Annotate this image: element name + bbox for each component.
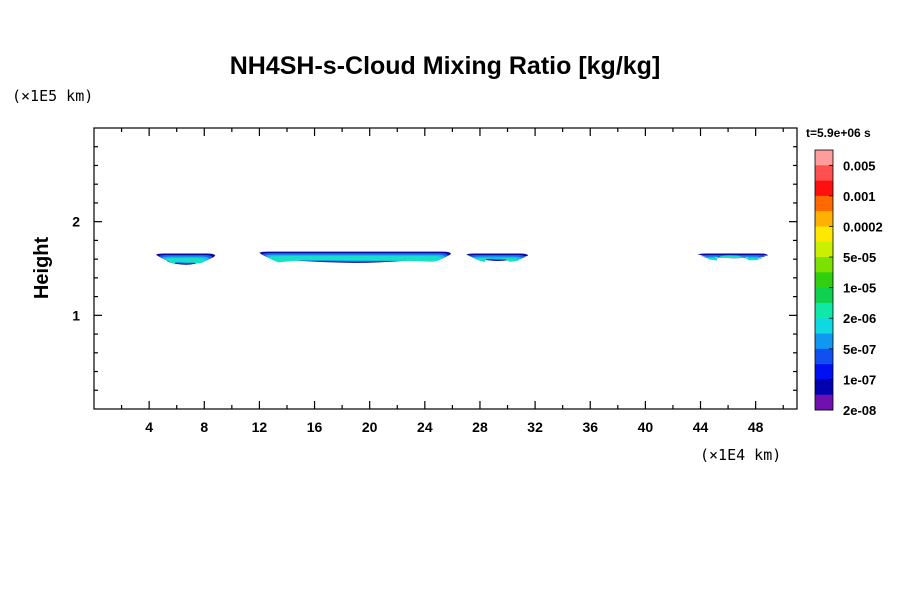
y-tick-label: 2 bbox=[72, 214, 80, 230]
colorbar-cell bbox=[815, 195, 833, 212]
cloud-layers bbox=[156, 251, 769, 265]
colorbar-label: 5e-07 bbox=[843, 342, 876, 357]
colorbar: 0.005 0.001 0.0002 5e-05 1e-05 2e-06 5e-07 1e-0… bbox=[814, 149, 883, 418]
colorbar-label: 0.001 bbox=[843, 189, 876, 204]
cloud-layer-2 bbox=[259, 251, 452, 263]
colorbar-cell bbox=[815, 257, 833, 273]
time-label: t=5.9e+06 s bbox=[806, 126, 871, 140]
plot-area: 4 8 12 16 20 24 28 32 36 40 44 48 12 bbox=[72, 127, 798, 435]
colorbar-label: 1e-07 bbox=[843, 372, 876, 387]
colorbar-cell bbox=[815, 241, 833, 258]
colorbar-cell bbox=[815, 272, 833, 288]
x-tick-label: 20 bbox=[362, 419, 378, 435]
y-axis-label: Height bbox=[31, 237, 53, 300]
x-tick-label: 32 bbox=[527, 419, 543, 435]
cloud-core bbox=[475, 258, 520, 263]
colorbar-cell bbox=[815, 333, 833, 350]
x-tick-label: 12 bbox=[252, 419, 268, 435]
plot-frame bbox=[93, 127, 798, 410]
chart-title: NH4SH-s-Cloud Mixing Ratio [kg/kg] bbox=[230, 52, 661, 80]
colorbar-cell bbox=[815, 302, 833, 319]
x-ticks: 4 8 12 16 20 24 28 32 36 40 44 48 bbox=[120, 128, 784, 435]
cloud-layer-4 bbox=[697, 253, 769, 261]
colorbar-label: 2e-08 bbox=[843, 403, 876, 418]
x-tick-label: 8 bbox=[200, 419, 208, 435]
y-ticks: 12 bbox=[72, 146, 797, 391]
colorbar-cell bbox=[815, 180, 833, 197]
colorbar-label: 5e-05 bbox=[843, 250, 876, 265]
cloud-core bbox=[268, 256, 443, 263]
x-tick-label: 4 bbox=[145, 419, 153, 435]
colorbar-cell bbox=[815, 211, 833, 227]
colorbar-cell bbox=[815, 379, 833, 396]
colorbar-label: 0.0002 bbox=[843, 219, 883, 234]
colorbar-cell bbox=[815, 318, 833, 334]
colorbar-label: 1e-05 bbox=[843, 281, 876, 296]
cloud-layer-3 bbox=[466, 253, 529, 263]
y-tick-label: 1 bbox=[72, 307, 80, 323]
x-unit-label: (×1E4 km) bbox=[700, 446, 781, 464]
colorbar-cell bbox=[815, 287, 833, 304]
colorbar-cell bbox=[815, 165, 833, 181]
x-tick-label: 24 bbox=[417, 419, 433, 435]
cloud-core bbox=[165, 258, 207, 265]
y-unit-label: (×1E5 km) bbox=[12, 87, 93, 105]
x-tick-label: 36 bbox=[582, 419, 598, 435]
x-tick-label: 48 bbox=[748, 419, 764, 435]
x-tick-label: 44 bbox=[693, 419, 709, 435]
x-tick-label: 40 bbox=[638, 419, 654, 435]
x-tick-label: 16 bbox=[307, 419, 323, 435]
colorbar-frame bbox=[814, 149, 834, 411]
colorbar-cell bbox=[815, 394, 833, 411]
colorbar-label: 2e-06 bbox=[843, 311, 876, 326]
colorbar-cell bbox=[815, 150, 833, 166]
x-tick-label: 28 bbox=[472, 419, 488, 435]
colorbar-cell bbox=[815, 364, 833, 380]
cloud-core bbox=[706, 255, 760, 261]
colorbar-cell bbox=[815, 348, 833, 365]
colorbar-cell bbox=[815, 226, 833, 243]
cloud-inner bbox=[703, 256, 763, 260]
colorbar-label: 0.005 bbox=[843, 158, 876, 173]
cloud-layer-1 bbox=[156, 253, 216, 265]
